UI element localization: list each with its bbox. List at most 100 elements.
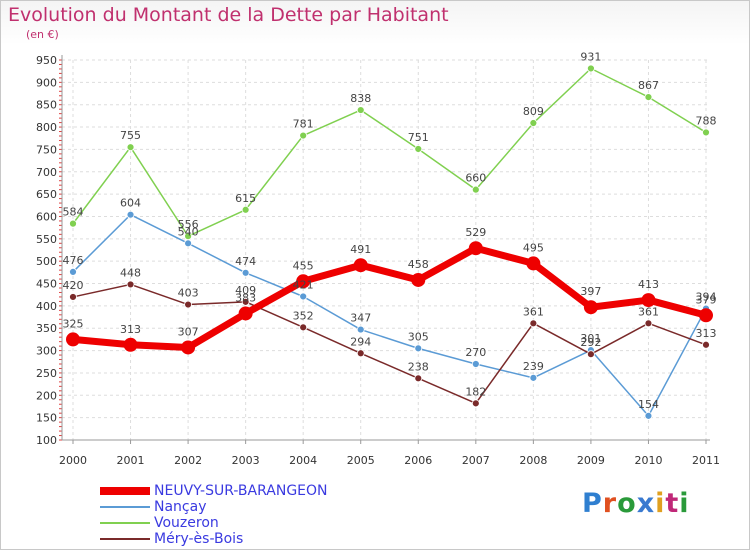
legend-label: Méry-ès-Bois: [154, 531, 244, 547]
y-tick-label: 400: [36, 300, 57, 313]
data-point: [644, 93, 653, 102]
logo-letter: P: [582, 488, 603, 519]
data-point: [296, 274, 311, 289]
data-point: [356, 349, 365, 358]
x-tick-label: 2001: [117, 454, 145, 467]
y-tick-label: 900: [36, 76, 57, 89]
chart-title: Evolution du Montant de la Dette par Hab…: [8, 4, 449, 26]
data-label: 867: [638, 79, 659, 92]
x-tick-label: 2000: [59, 454, 87, 467]
y-tick-label: 150: [36, 412, 57, 425]
data-point: [69, 219, 77, 228]
legend-label: Vouzeron: [154, 515, 219, 531]
series-line-3: [72, 283, 707, 405]
logo-letter: i: [655, 488, 666, 519]
data-label: 751: [408, 131, 429, 144]
legend-item: Vouzeron: [100, 515, 328, 531]
data-label: 397: [580, 285, 601, 298]
data-label: 604: [120, 197, 141, 210]
data-label: 325: [63, 317, 84, 330]
data-point: [126, 210, 135, 219]
data-point: [299, 323, 308, 332]
y-tick-label: 300: [36, 345, 57, 358]
legend-item: Méry-ès-Bois: [100, 531, 328, 547]
data-label: 154: [638, 398, 659, 411]
data-point: [184, 239, 192, 248]
data-point: [414, 374, 423, 383]
data-label: 455: [293, 259, 314, 272]
data-point: [69, 293, 77, 301]
data-point: [644, 319, 653, 328]
data-label: 529: [465, 226, 486, 239]
data-label: 556: [178, 218, 199, 231]
x-tick-label: 2008: [519, 454, 547, 467]
x-tick-label: 2010: [634, 454, 662, 467]
x-tick-label: 2002: [174, 454, 202, 467]
legend-item: NEUVY-SUR-BARANGEON: [100, 483, 328, 499]
y-tick-label: 100: [36, 434, 57, 447]
data-label: 361: [638, 305, 659, 318]
y-tick-label: 450: [36, 278, 57, 291]
y-tick-label: 200: [36, 389, 57, 402]
data-label: 809: [523, 105, 544, 118]
series-line-2: [72, 67, 707, 237]
data-point: [69, 268, 77, 276]
unit-label: (en €): [26, 28, 59, 41]
data-label: 292: [580, 336, 601, 349]
legend-swatch: [100, 506, 150, 508]
data-label: 239: [523, 360, 544, 373]
legend-swatch: [100, 522, 150, 524]
data-label: 495: [523, 241, 544, 254]
data-label: 379: [696, 293, 717, 306]
series-line-1: [72, 213, 707, 417]
logo-letter: x: [636, 488, 656, 519]
data-point: [241, 205, 250, 214]
data-label: 182: [465, 385, 486, 398]
proxiti-logo: Proxiti: [582, 488, 690, 519]
x-tick-label: 2003: [232, 454, 260, 467]
logo-letter: o: [617, 488, 637, 519]
data-label: 307: [178, 325, 199, 338]
data-point: [184, 300, 192, 309]
data-point: [468, 241, 483, 256]
data-point: [411, 272, 426, 287]
data-point: [583, 300, 598, 315]
x-tick-label: 2006: [404, 454, 432, 467]
y-tick-label: 550: [36, 233, 57, 246]
data-point: [471, 399, 480, 408]
data-label: 301: [580, 332, 601, 345]
y-tick-label: 650: [36, 188, 57, 201]
y-tick-label: 250: [36, 367, 57, 380]
data-label: 788: [696, 114, 717, 127]
data-point: [526, 256, 541, 271]
data-point: [529, 319, 538, 328]
data-point: [471, 185, 480, 194]
y-tick-label: 850: [36, 99, 57, 112]
logo-letter: i: [679, 488, 690, 519]
data-label: 409: [235, 284, 256, 297]
legend-label: Nançay: [154, 499, 207, 515]
x-tick-label: 2005: [347, 454, 375, 467]
data-point: [471, 360, 480, 368]
data-label: 361: [523, 305, 544, 318]
data-label: 383: [235, 291, 256, 304]
data-point: [356, 106, 365, 114]
logo-letter: t: [665, 488, 680, 519]
data-label: 781: [293, 118, 314, 131]
data-point: [299, 292, 308, 301]
data-point: [353, 258, 368, 273]
data-label: 931: [580, 50, 601, 63]
data-label: 838: [350, 92, 371, 105]
legend-swatch: [100, 538, 150, 540]
data-label: 448: [120, 266, 141, 279]
data-point: [699, 308, 713, 323]
data-point: [587, 350, 595, 359]
y-tick-label: 600: [36, 210, 57, 223]
data-label: 305: [408, 330, 429, 343]
data-point: [702, 128, 710, 137]
data-point: [529, 119, 538, 127]
y-tick-label: 500: [36, 255, 57, 268]
logo-letter: r: [602, 488, 618, 519]
data-label: 755: [120, 129, 141, 142]
x-tick-label: 2011: [692, 454, 720, 467]
